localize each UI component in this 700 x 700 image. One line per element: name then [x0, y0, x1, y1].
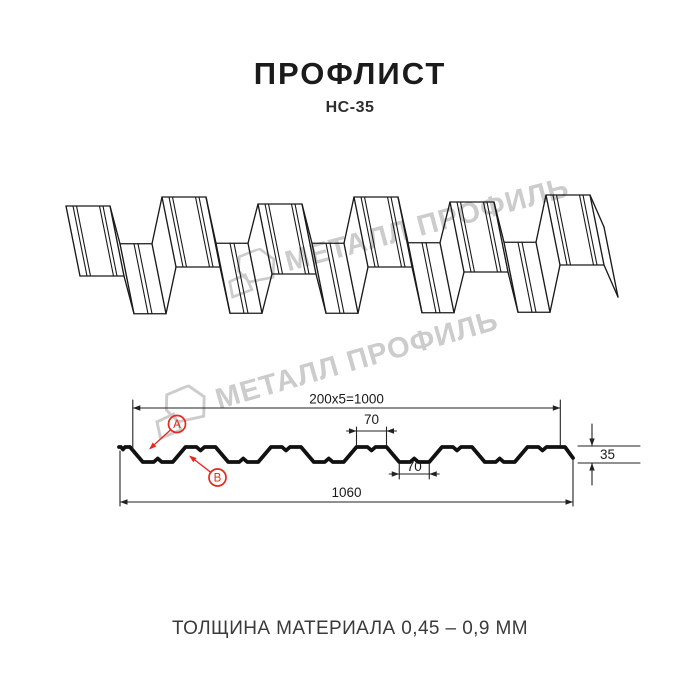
dimension-label: 70 [407, 459, 422, 474]
dimension-label: 35 [600, 447, 615, 462]
dimension-annotations: 200x5=1000 1060 70 70 35 [119, 392, 641, 507]
dimension-label: 70 [364, 412, 379, 427]
dimension-label: 1060 [331, 485, 361, 500]
dimension-label: A [173, 419, 181, 431]
page-title: ПРОФЛИСТ [253, 56, 447, 91]
callout-a: A [149, 414, 187, 450]
material-thickness-note: ТОЛЩИНА МАТЕРИАЛА 0,45 – 0,9 ММ [172, 618, 528, 639]
cross-section-profile [117, 445, 575, 464]
profile-model-code: НС-35 [325, 99, 375, 116]
dimension-label: 200x5=1000 [309, 392, 384, 407]
profiled-sheet-3d-view [65, 194, 619, 315]
dimension-label: B [214, 473, 222, 485]
callout-b: B [189, 455, 227, 487]
